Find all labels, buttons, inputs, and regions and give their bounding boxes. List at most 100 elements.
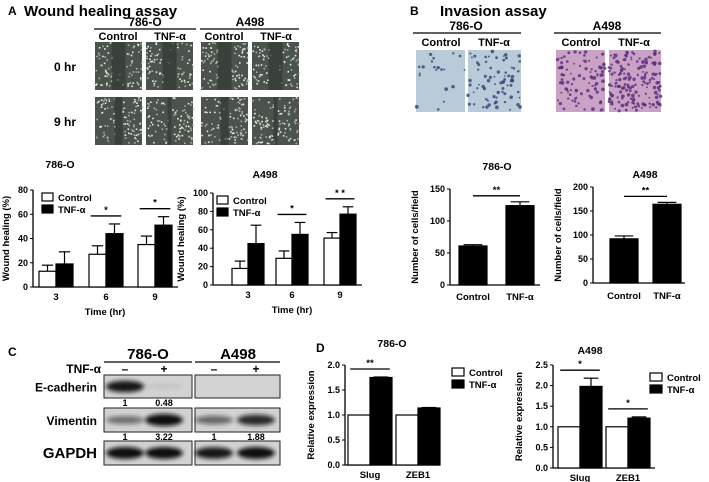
wound-gap <box>162 42 177 90</box>
cell <box>566 80 570 84</box>
cell <box>234 142 237 144</box>
cell <box>151 134 153 137</box>
cell <box>159 72 162 75</box>
y-tick-label: 2.5 <box>535 360 548 370</box>
cell <box>147 116 150 118</box>
cell <box>594 87 597 90</box>
panel-a-letter: A <box>8 4 17 18</box>
cell <box>616 96 619 99</box>
cell <box>235 136 238 139</box>
treatment-label: TNF-α <box>66 362 101 376</box>
cell <box>577 102 580 105</box>
cell <box>146 67 149 70</box>
cell <box>253 125 256 127</box>
cell <box>254 112 256 115</box>
y-tick-label: 100 <box>573 230 588 240</box>
bar <box>55 263 74 288</box>
wound-micrograph <box>146 42 195 90</box>
cell <box>260 128 263 130</box>
cell <box>414 104 419 109</box>
cell <box>644 57 648 62</box>
legend-swatch <box>216 207 229 217</box>
cell <box>261 141 264 143</box>
cell <box>600 70 605 74</box>
cell <box>231 128 234 131</box>
cell <box>565 68 569 71</box>
cell <box>502 58 506 62</box>
panel-b-cellline-786o: 786-O <box>449 19 482 33</box>
cell <box>147 68 150 71</box>
legend-label: Control <box>667 373 701 384</box>
cell <box>608 83 612 87</box>
panel-c-letter: C <box>8 345 17 359</box>
cell <box>643 73 647 76</box>
cell <box>280 112 283 115</box>
cell <box>284 48 286 51</box>
cell <box>138 83 140 86</box>
cell <box>569 89 573 92</box>
y-tick-label: 0 <box>203 280 208 290</box>
cell <box>187 130 190 133</box>
cell <box>100 99 103 102</box>
cell <box>558 101 563 106</box>
cell <box>271 127 274 130</box>
cell <box>627 77 631 81</box>
cell <box>185 125 188 128</box>
chart-title: 786-O <box>45 159 74 171</box>
cell <box>600 108 604 112</box>
cell <box>253 116 255 119</box>
cell <box>645 71 648 74</box>
cell <box>126 53 129 55</box>
cell <box>128 132 130 135</box>
cell <box>237 45 239 48</box>
cell <box>153 58 156 61</box>
cell <box>218 139 221 142</box>
cell <box>98 77 101 80</box>
cell <box>257 64 260 66</box>
cell <box>277 134 280 136</box>
invasion-micrograph <box>414 50 466 112</box>
cell <box>247 139 250 142</box>
cell <box>282 51 285 54</box>
panel-a-cond: TNF-α <box>260 31 292 43</box>
cell <box>626 93 631 97</box>
cell <box>255 78 258 81</box>
cell <box>487 55 490 58</box>
cell <box>111 106 113 108</box>
cell <box>106 136 109 139</box>
y-tick-label: 40 <box>198 243 208 253</box>
cell <box>141 71 144 73</box>
cell <box>504 56 508 60</box>
bar-chart: A498 0 20 40 60 80 100 Wound healing (%) 3 6 9 * * *… <box>176 169 362 316</box>
cell <box>573 50 577 54</box>
cell <box>241 74 243 77</box>
cell <box>131 85 133 88</box>
cell <box>153 141 155 144</box>
cell <box>100 106 103 108</box>
protein-band <box>237 447 275 459</box>
cell <box>239 99 241 101</box>
cell <box>106 137 109 140</box>
cell <box>259 123 262 126</box>
cell <box>287 70 290 73</box>
x-tick-label: ZEB1 <box>616 473 641 482</box>
cell <box>180 126 183 129</box>
cell <box>183 142 186 145</box>
bar <box>395 414 419 466</box>
significance-marker: * * <box>335 188 345 199</box>
cell <box>165 128 168 130</box>
cell <box>242 43 245 45</box>
cell <box>204 142 207 144</box>
cell <box>451 84 455 89</box>
cell <box>629 97 633 100</box>
band-quantification: 1 <box>122 432 127 442</box>
cell <box>266 142 269 145</box>
cell <box>234 139 236 141</box>
cell <box>243 115 245 117</box>
cell <box>104 108 106 110</box>
panel-b-cond: Control <box>561 37 600 49</box>
y-tick-label: 50 <box>578 254 588 264</box>
panel-b-title: Invasion assay <box>440 3 547 20</box>
invasion-micrograph <box>607 49 663 113</box>
